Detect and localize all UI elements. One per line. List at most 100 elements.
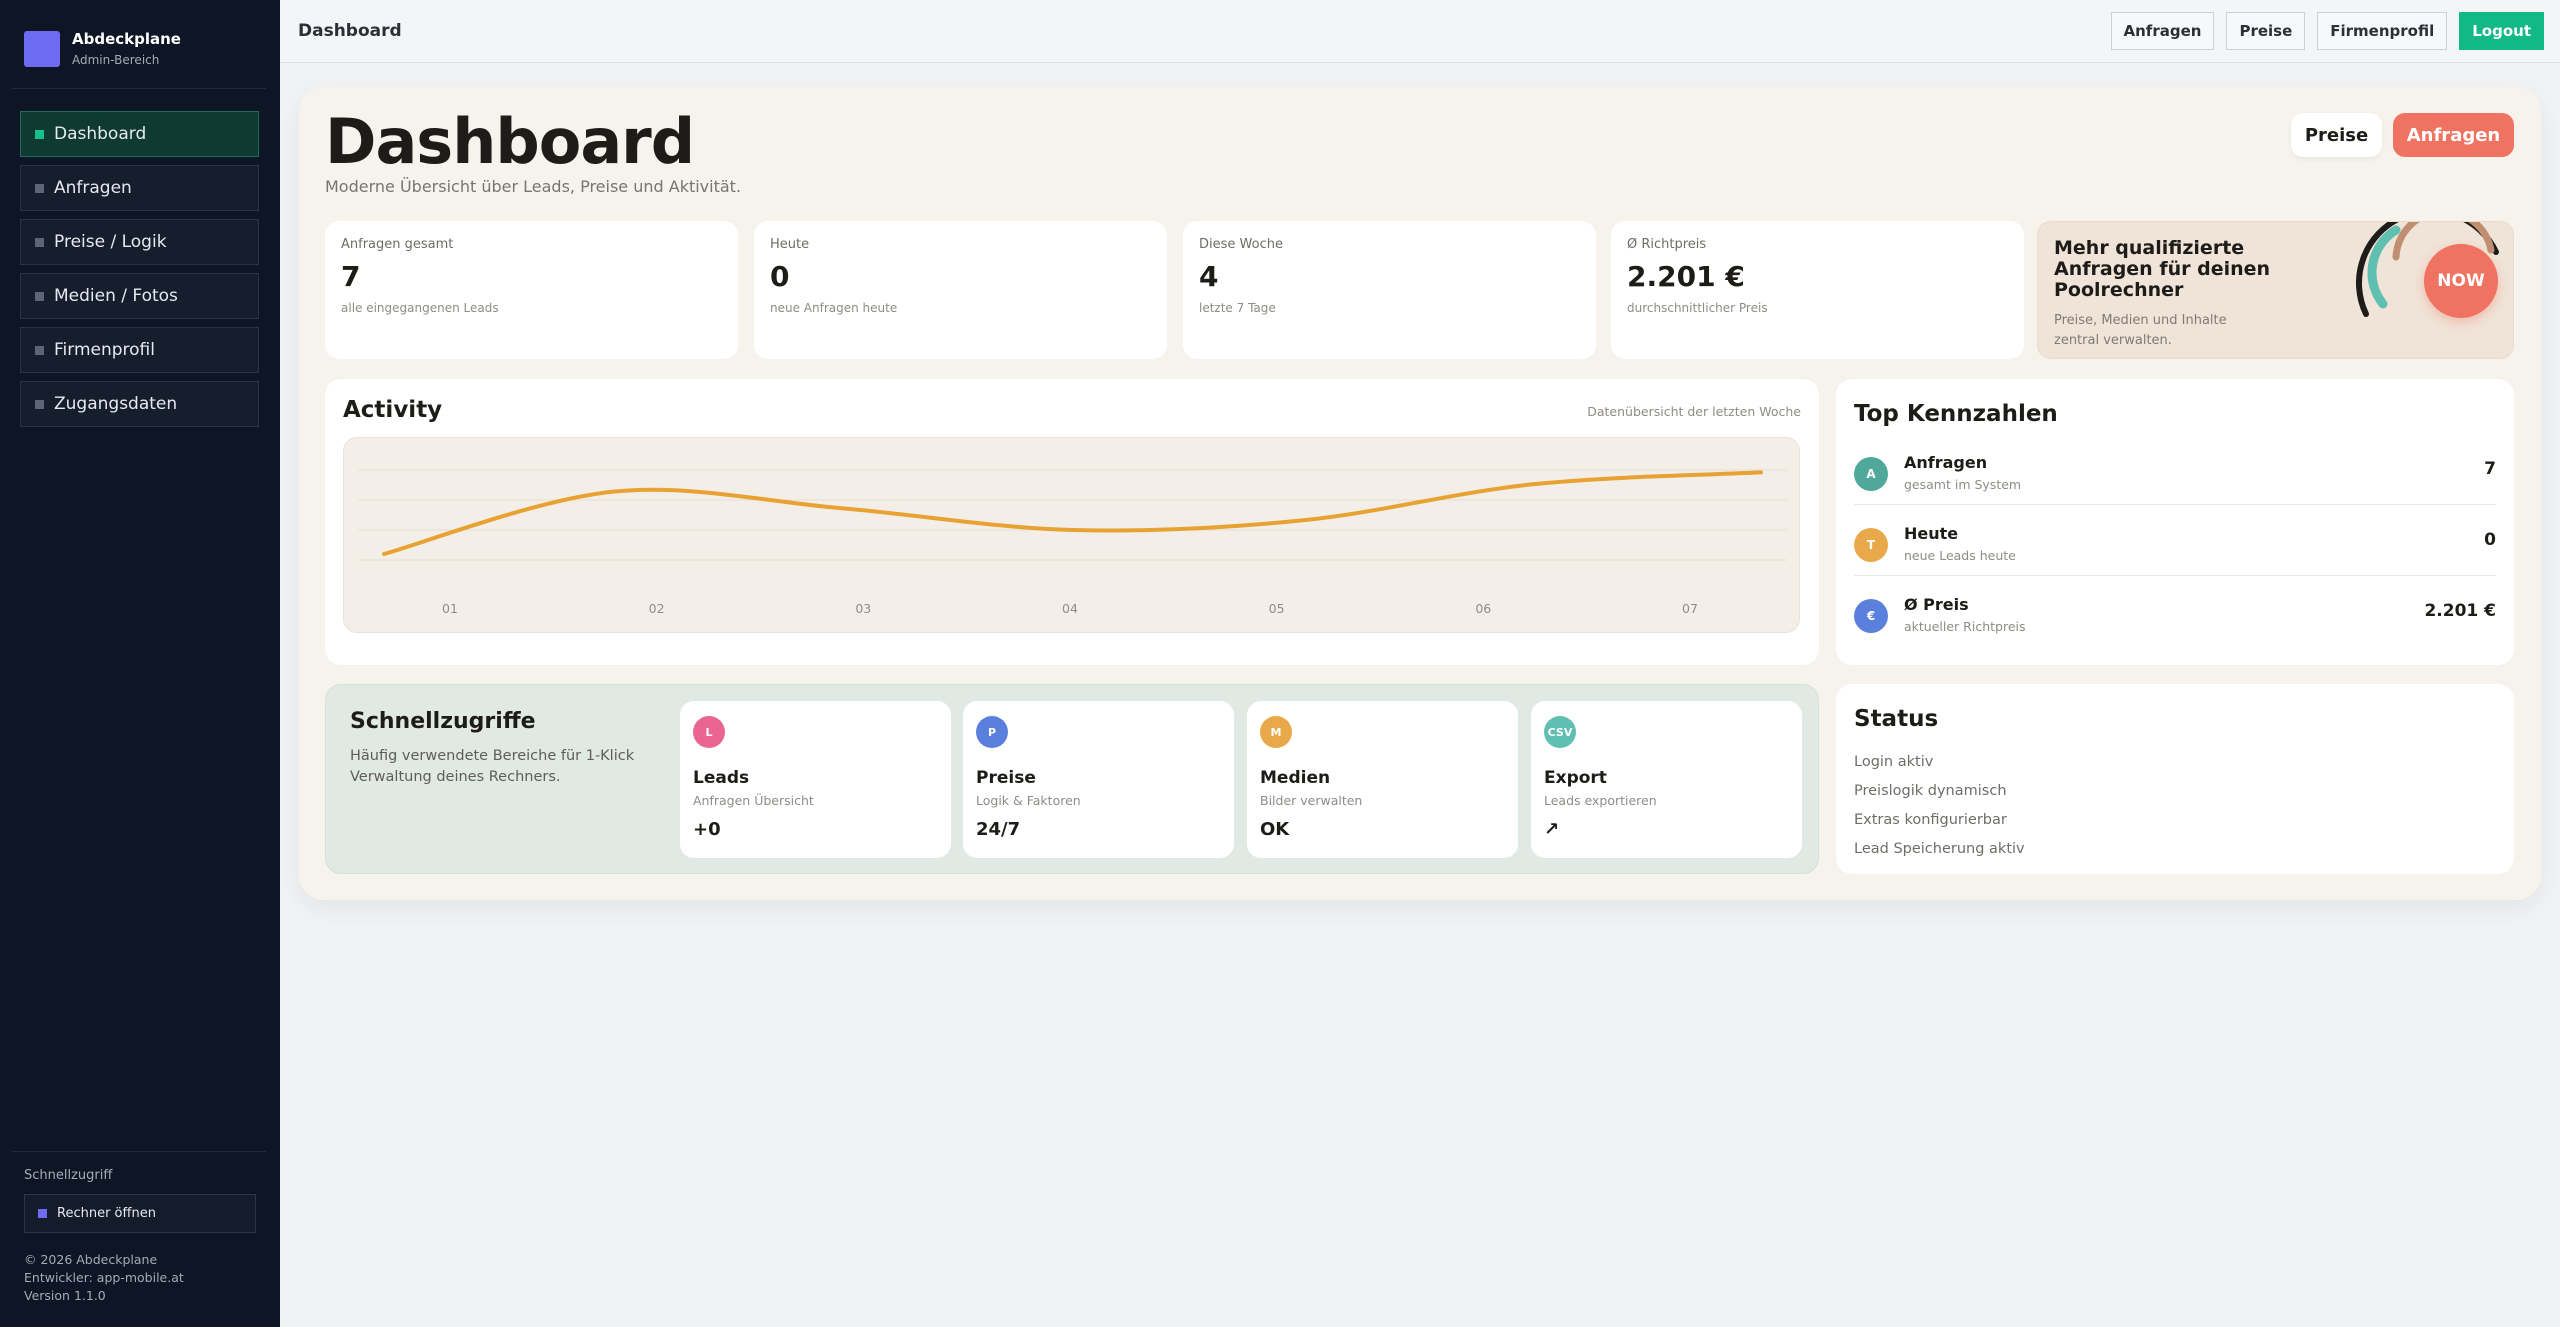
x-tick-label: 04 bbox=[1062, 601, 1078, 616]
quick-access-card: Schnellzugriffe Häufig verwendete Bereic… bbox=[325, 684, 1819, 874]
square-icon bbox=[35, 183, 44, 193]
stat-value: 7 bbox=[341, 260, 361, 293]
open-calculator-button[interactable]: Rechner öffnen bbox=[24, 1194, 256, 1233]
sidebar-nav: Dashboard Anfragen Preise / Logik Medien… bbox=[20, 111, 259, 435]
quick-access-title: Schnellzugriffe bbox=[350, 709, 536, 734]
promo-card: Mehr qualifizierte Anfragen für deinen P… bbox=[2037, 221, 2514, 359]
logout-button[interactable]: Logout bbox=[2459, 12, 2544, 50]
activity-title: Activity bbox=[343, 397, 443, 423]
quick-card-value: 24/7 bbox=[976, 819, 1021, 840]
sidebar-item-label: Anfragen bbox=[54, 178, 132, 198]
header-preise-button[interactable]: Preise bbox=[2291, 113, 2382, 157]
open-calculator-label: Rechner öffnen bbox=[57, 1206, 156, 1221]
quick-card-name: Preise bbox=[976, 768, 1036, 788]
kennzahl-row-heute: T Heute neue Leads heute 0 bbox=[1854, 520, 2496, 576]
quick-card-preise[interactable]: P Preise Logik & Faktoren 24/7 bbox=[963, 701, 1234, 858]
quick-access-label: Schnellzugriff bbox=[24, 1168, 113, 1183]
sidebar-item-label: Dashboard bbox=[54, 124, 147, 144]
promo-text: Preise, Medien und Inhalte zentral verwa… bbox=[2054, 313, 2227, 348]
brand-logo bbox=[24, 30, 60, 67]
dashboard-panel: Dashboard Moderne Übersicht über Leads, … bbox=[299, 87, 2541, 900]
quick-card-value: +0 bbox=[693, 819, 721, 840]
sidebar: Abdeckplane Admin-Bereich Dashboard Anfr… bbox=[0, 0, 280, 1327]
stat-label: Diese Woche bbox=[1199, 237, 1283, 252]
activity-chart: 01 02 03 04 05 06 07 bbox=[343, 437, 1800, 633]
status-list: Login aktiv Preislogik dynamisch Extras … bbox=[1854, 748, 2025, 864]
decorative-arc-icon bbox=[2356, 222, 2499, 317]
kennzahl-sub: neue Leads heute bbox=[1904, 548, 2016, 563]
promo-title: Mehr qualifizierte Anfragen für deinen P… bbox=[2054, 237, 2271, 301]
kennzahl-sub: aktueller Richtpreis bbox=[1904, 619, 2026, 634]
x-tick-label: 01 bbox=[442, 601, 458, 616]
x-tick-label: 06 bbox=[1475, 601, 1492, 616]
sidebar-divider bbox=[12, 88, 266, 89]
quick-card-name: Export bbox=[1544, 768, 1607, 788]
square-icon bbox=[35, 399, 44, 409]
quick-access-description: Häufig verwendete Bereiche für 1-Klick V… bbox=[350, 748, 635, 785]
letter-a-badge-icon: A bbox=[1854, 457, 1888, 491]
square-icon bbox=[38, 1209, 47, 1218]
kennzahl-row-anfragen: A Anfragen gesamt im System 7 bbox=[1854, 449, 2496, 505]
square-icon bbox=[35, 345, 44, 355]
stat-label: Ø Richtpreis bbox=[1627, 237, 1707, 252]
square-icon bbox=[35, 291, 44, 301]
sidebar-item-preise-logik[interactable]: Preise / Logik bbox=[20, 219, 259, 265]
quick-card-sub: Leads exportieren bbox=[1544, 793, 1657, 808]
quick-card-export[interactable]: CSV Export Leads exportieren ↗ bbox=[1531, 701, 1802, 858]
square-icon bbox=[35, 237, 44, 247]
csv-badge-icon: CSV bbox=[1544, 716, 1576, 748]
top-kennzahlen-card: Top Kennzahlen A Anfragen gesamt im Syst… bbox=[1836, 379, 2514, 665]
quick-card-sub: Bilder verwalten bbox=[1260, 793, 1363, 808]
kennzahl-name: Anfragen bbox=[1904, 453, 1988, 472]
topbar-anfragen-button[interactable]: Anfragen bbox=[2110, 12, 2215, 50]
sidebar-item-zugangsdaten[interactable]: Zugangsdaten bbox=[20, 381, 259, 427]
sidebar-item-label: Firmenprofil bbox=[54, 340, 155, 360]
stat-card-anfragen-gesamt: Anfragen gesamt 7 alle eingegangenen Lea… bbox=[325, 221, 738, 359]
page-title: Dashboard bbox=[325, 105, 695, 178]
developer-credit: Entwickler: app-mobile.at bbox=[24, 1270, 184, 1285]
letter-l-badge-icon: L bbox=[693, 716, 725, 748]
stat-label: Heute bbox=[770, 237, 810, 252]
quick-card-medien[interactable]: M Medien Bilder verwalten OK bbox=[1247, 701, 1518, 858]
kennzahl-value: 7 bbox=[2484, 459, 2496, 479]
kennzahl-value: 0 bbox=[2484, 530, 2496, 550]
kennzahl-name: Ø Preis bbox=[1904, 595, 1969, 614]
stat-value: 0 bbox=[770, 260, 790, 293]
letter-m-badge-icon: M bbox=[1260, 716, 1292, 748]
status-item: Login aktiv bbox=[1854, 754, 1934, 770]
topbar: Dashboard Anfragen Preise Firmenprofil L… bbox=[280, 0, 2560, 63]
stat-card-richtpreis: Ø Richtpreis 2.201 € durchschnittlicher … bbox=[1611, 221, 2024, 359]
brand-subtitle: Admin-Bereich bbox=[72, 53, 160, 67]
status-title: Status bbox=[1854, 706, 1939, 732]
stat-description: durchschnittlicher Preis bbox=[1627, 301, 1768, 315]
quick-card-leads[interactable]: L Leads Anfragen Übersicht +0 bbox=[680, 701, 951, 858]
status-item: Lead Speicherung aktiv bbox=[1854, 841, 2025, 857]
sidebar-item-dashboard[interactable]: Dashboard bbox=[20, 111, 259, 157]
brand: Abdeckplane Admin-Bereich bbox=[24, 30, 181, 67]
sidebar-item-anfragen[interactable]: Anfragen bbox=[20, 165, 259, 211]
sidebar-item-label: Preise / Logik bbox=[54, 232, 167, 252]
topbar-preise-button[interactable]: Preise bbox=[2226, 12, 2306, 50]
stat-card-heute: Heute 0 neue Anfragen heute bbox=[754, 221, 1167, 359]
x-tick-label: 05 bbox=[1268, 601, 1285, 616]
kennzahl-name: Heute bbox=[1904, 524, 1959, 543]
sidebar-divider bbox=[12, 1151, 266, 1152]
stat-card-diese-woche: Diese Woche 4 letzte 7 Tage bbox=[1183, 221, 1596, 359]
status-item: Preislogik dynamisch bbox=[1854, 783, 2007, 799]
stat-description: letzte 7 Tage bbox=[1199, 301, 1276, 315]
topbar-title: Dashboard bbox=[298, 21, 402, 41]
x-tick-label: 07 bbox=[1682, 601, 1698, 616]
kennzahl-value: 2.201 € bbox=[2424, 601, 2496, 621]
now-badge: NOW bbox=[2424, 244, 2498, 318]
sidebar-item-label: Zugangsdaten bbox=[54, 394, 178, 414]
activity-card: Activity Datenübersicht der letzten Woch… bbox=[325, 379, 1819, 665]
topbar-firmenprofil-button[interactable]: Firmenprofil bbox=[2317, 12, 2448, 50]
square-icon bbox=[35, 129, 44, 139]
copyright: © 2026 Abdeckplane bbox=[24, 1252, 158, 1267]
kennzahl-sub: gesamt im System bbox=[1904, 477, 2022, 492]
topbar-actions: Anfragen Preise Firmenprofil Logout bbox=[2099, 12, 2544, 50]
header-anfragen-button[interactable]: Anfragen bbox=[2393, 113, 2514, 157]
sidebar-item-firmenprofil[interactable]: Firmenprofil bbox=[20, 327, 259, 373]
quick-card-sub: Anfragen Übersicht bbox=[693, 793, 814, 808]
sidebar-item-medien-fotos[interactable]: Medien / Fotos bbox=[20, 273, 259, 319]
